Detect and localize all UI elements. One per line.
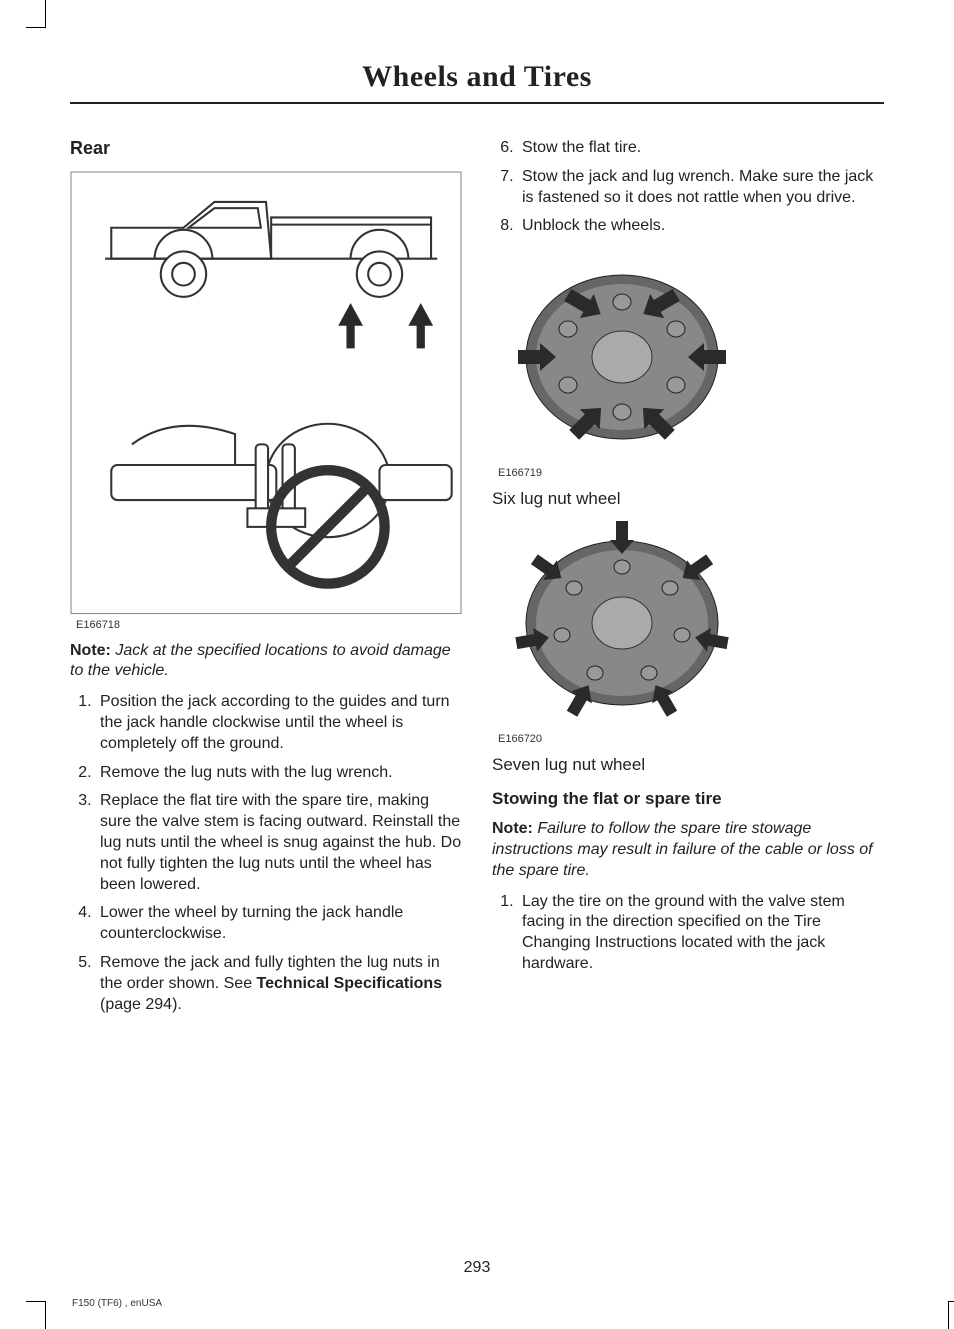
- step-item: Position the jack according to the guide…: [96, 692, 462, 754]
- seven-lug-label: Seven lug nut wheel: [492, 755, 884, 775]
- rear-jack-figure: [70, 171, 462, 615]
- six-lug-wheel-icon: [492, 253, 752, 463]
- tire-change-steps: Position the jack according to the guide…: [70, 692, 462, 1015]
- stowing-subheading: Stowing the flat or spare tire: [492, 789, 884, 809]
- stowing-steps: Lay the tire on the ground with the valv…: [492, 892, 884, 975]
- six-lug-figure: [492, 253, 884, 463]
- page-content: Wheels and Tires Rear: [0, 0, 954, 1329]
- note-label: Note:: [492, 820, 533, 837]
- jack-note: Note: Jack at the specified locations to…: [70, 641, 462, 683]
- step5-suffix: (page 294).: [100, 996, 182, 1013]
- stowing-note: Note: Failure to follow the spare tire s…: [492, 819, 884, 881]
- step-item: Lay the tire on the ground with the valv…: [518, 892, 884, 975]
- left-column: Rear: [70, 138, 462, 1023]
- right-column: Stow the flat tire. Stow the jack and lu…: [492, 138, 884, 1023]
- rear-subheading: Rear: [70, 138, 462, 159]
- note-label: Note:: [70, 642, 111, 659]
- step-item: Unblock the wheels.: [518, 216, 884, 237]
- step-item: Remove the lug nuts with the lug wrench.: [96, 763, 462, 784]
- footer-code: F150 (TF6) , enUSA: [72, 1298, 162, 1309]
- seven-lug-figure: [492, 519, 884, 729]
- figure-caption: E166719: [498, 467, 884, 479]
- chapter-rule: [70, 102, 884, 104]
- truck-diagram-icon: [70, 171, 462, 615]
- step-item: Replace the flat tire with the spare tir…: [96, 791, 462, 895]
- step-item: Lower the wheel by turning the jack hand…: [96, 903, 462, 945]
- step-item: Remove the jack and fully tighten the lu…: [96, 953, 462, 1015]
- chapter-title: Wheels and Tires: [70, 60, 884, 94]
- step-item: Stow the jack and lug wrench. Make sure …: [518, 167, 884, 209]
- figure-caption: E166718: [76, 619, 462, 631]
- two-column-layout: Rear: [70, 138, 884, 1023]
- note-body: Jack at the specified locations to avoid…: [70, 642, 451, 680]
- seven-lug-wheel-icon: [492, 519, 752, 729]
- figure-caption: E166720: [498, 733, 884, 745]
- step5-link: Technical Specifications: [257, 975, 443, 992]
- note-body: Failure to follow the spare tire stowage…: [492, 820, 873, 879]
- six-lug-label: Six lug nut wheel: [492, 489, 884, 509]
- page-number: 293: [0, 1259, 954, 1277]
- tire-change-steps-continued: Stow the flat tire. Stow the jack and lu…: [492, 138, 884, 237]
- step-item: Stow the flat tire.: [518, 138, 884, 159]
